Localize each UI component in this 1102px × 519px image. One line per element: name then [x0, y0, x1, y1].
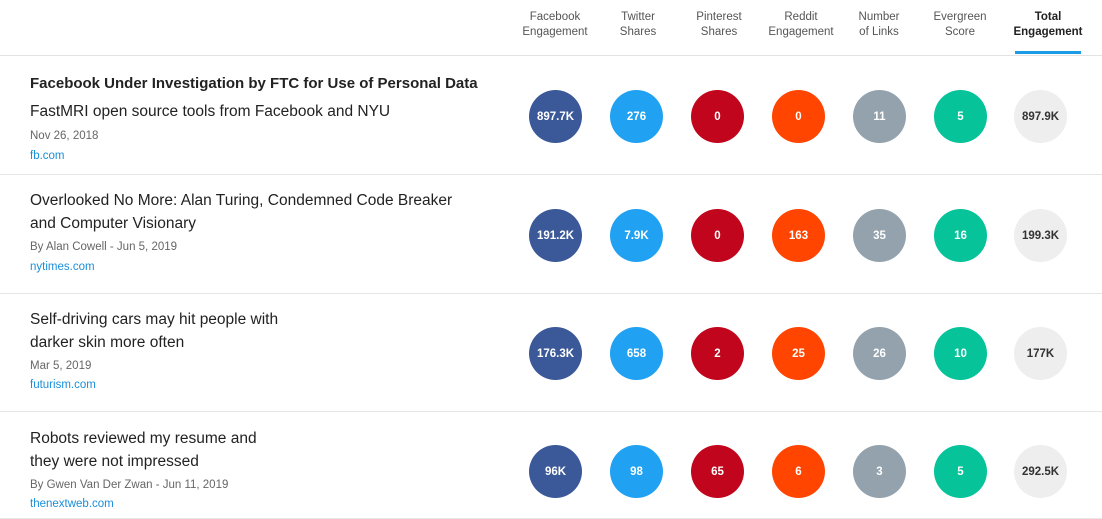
- column-label-line1: Reddit: [784, 11, 818, 23]
- column-evergreen-score[interactable]: Evergreen Score: [915, 10, 1005, 40]
- column-label-line1: Pinterest: [696, 11, 742, 23]
- column-header-bar: Facebook Engagement Twitter Shares Pinte…: [0, 0, 1102, 56]
- article-domain-link[interactable]: futurism.com: [30, 379, 96, 391]
- twitter-shares-circle[interactable]: 7.9K: [610, 209, 663, 262]
- article-domain-link[interactable]: fb.com: [30, 150, 65, 162]
- column-label-line1: Facebook: [529, 11, 581, 23]
- facebook-engagement-circle[interactable]: 191.2K: [529, 209, 582, 262]
- evergreen-score-circle[interactable]: 16: [934, 209, 987, 262]
- reddit-engagement-circle[interactable]: 25: [772, 327, 825, 380]
- facebook-engagement-circle[interactable]: 176.3K: [529, 327, 582, 380]
- reddit-engagement-circle[interactable]: 6: [772, 445, 825, 498]
- article-meta: By Gwen Van Der Zwan - Jun 11, 2019: [30, 479, 229, 491]
- number-of-links-circle[interactable]: 26: [853, 327, 906, 380]
- pinterest-shares-circle[interactable]: 0: [691, 90, 744, 143]
- column-label-line1: Total: [1034, 11, 1062, 23]
- total-engagement-circle[interactable]: 292.5K: [1014, 445, 1067, 498]
- article-row: Facebook Under Investigation by FTC for …: [0, 56, 1102, 175]
- twitter-shares-circle[interactable]: 658: [610, 327, 663, 380]
- column-label-line1: Evergreen: [933, 11, 987, 23]
- evergreen-score-circle[interactable]: 5: [934, 90, 987, 143]
- column-number-of-links[interactable]: Number of Links: [834, 10, 924, 40]
- total-engagement-circle[interactable]: 177K: [1014, 327, 1067, 380]
- column-label-line2: Engagement: [1013, 26, 1083, 38]
- article-title[interactable]: Self-driving cars may hit people with da…: [30, 311, 279, 351]
- twitter-shares-circle[interactable]: 276: [610, 90, 663, 143]
- article-title[interactable]: Robots reviewed my resume and they were …: [30, 430, 257, 470]
- number-of-links-circle[interactable]: 11: [853, 90, 906, 143]
- active-sort-indicator: [1015, 51, 1081, 54]
- twitter-shares-circle[interactable]: 98: [610, 445, 663, 498]
- reddit-engagement-circle[interactable]: 163: [772, 209, 825, 262]
- total-engagement-circle[interactable]: 199.3K: [1014, 209, 1067, 262]
- article-meta: Mar 5, 2019: [30, 360, 92, 372]
- article-subtitle: FastMRI open source tools from Facebook …: [30, 103, 391, 120]
- article-title[interactable]: Facebook Under Investigation by FTC for …: [30, 75, 478, 92]
- article-meta: By Alan Cowell - Jun 5, 2019: [30, 241, 178, 253]
- article-row: Overlooked No More: Alan Turing, Condemn…: [0, 175, 1102, 294]
- column-reddit-engagement[interactable]: Reddit Engagement: [756, 10, 846, 40]
- article-meta: Nov 26, 2018: [30, 130, 99, 142]
- reddit-engagement-circle[interactable]: 0: [772, 90, 825, 143]
- number-of-links-circle[interactable]: 3: [853, 445, 906, 498]
- column-label-line1: Number: [858, 11, 900, 23]
- column-label-line2: Engagement: [768, 26, 834, 38]
- column-label-line2: Shares: [619, 26, 657, 38]
- facebook-engagement-circle[interactable]: 96K: [529, 445, 582, 498]
- column-twitter-shares[interactable]: Twitter Shares: [593, 10, 683, 40]
- column-label-line2: Shares: [700, 26, 738, 38]
- number-of-links-circle[interactable]: 35: [853, 209, 906, 262]
- evergreen-score-circle[interactable]: 10: [934, 327, 987, 380]
- column-label-line2: of Links: [859, 26, 899, 38]
- evergreen-score-circle[interactable]: 5: [934, 445, 987, 498]
- pinterest-shares-circle[interactable]: 65: [691, 445, 744, 498]
- pinterest-shares-circle[interactable]: 2: [691, 327, 744, 380]
- article-title[interactable]: Overlooked No More: Alan Turing, Condemn…: [30, 192, 453, 232]
- total-engagement-circle[interactable]: 897.9K: [1014, 90, 1067, 143]
- column-label-line1: Twitter: [621, 11, 655, 23]
- facebook-engagement-circle[interactable]: 897.7K: [529, 90, 582, 143]
- column-label-line2: Engagement: [522, 26, 588, 38]
- article-domain-link[interactable]: thenextweb.com: [30, 498, 114, 510]
- column-label-line2: Score: [944, 26, 976, 38]
- article-row: Robots reviewed my resume and they were …: [0, 412, 1102, 519]
- article-domain-link[interactable]: nytimes.com: [30, 261, 95, 273]
- article-row: Self-driving cars may hit people with da…: [0, 294, 1102, 412]
- column-total-engagement[interactable]: Total Engagement: [1003, 10, 1093, 54]
- column-pinterest-shares[interactable]: Pinterest Shares: [674, 10, 764, 40]
- column-facebook-engagement[interactable]: Facebook Engagement: [510, 10, 600, 40]
- pinterest-shares-circle[interactable]: 0: [691, 209, 744, 262]
